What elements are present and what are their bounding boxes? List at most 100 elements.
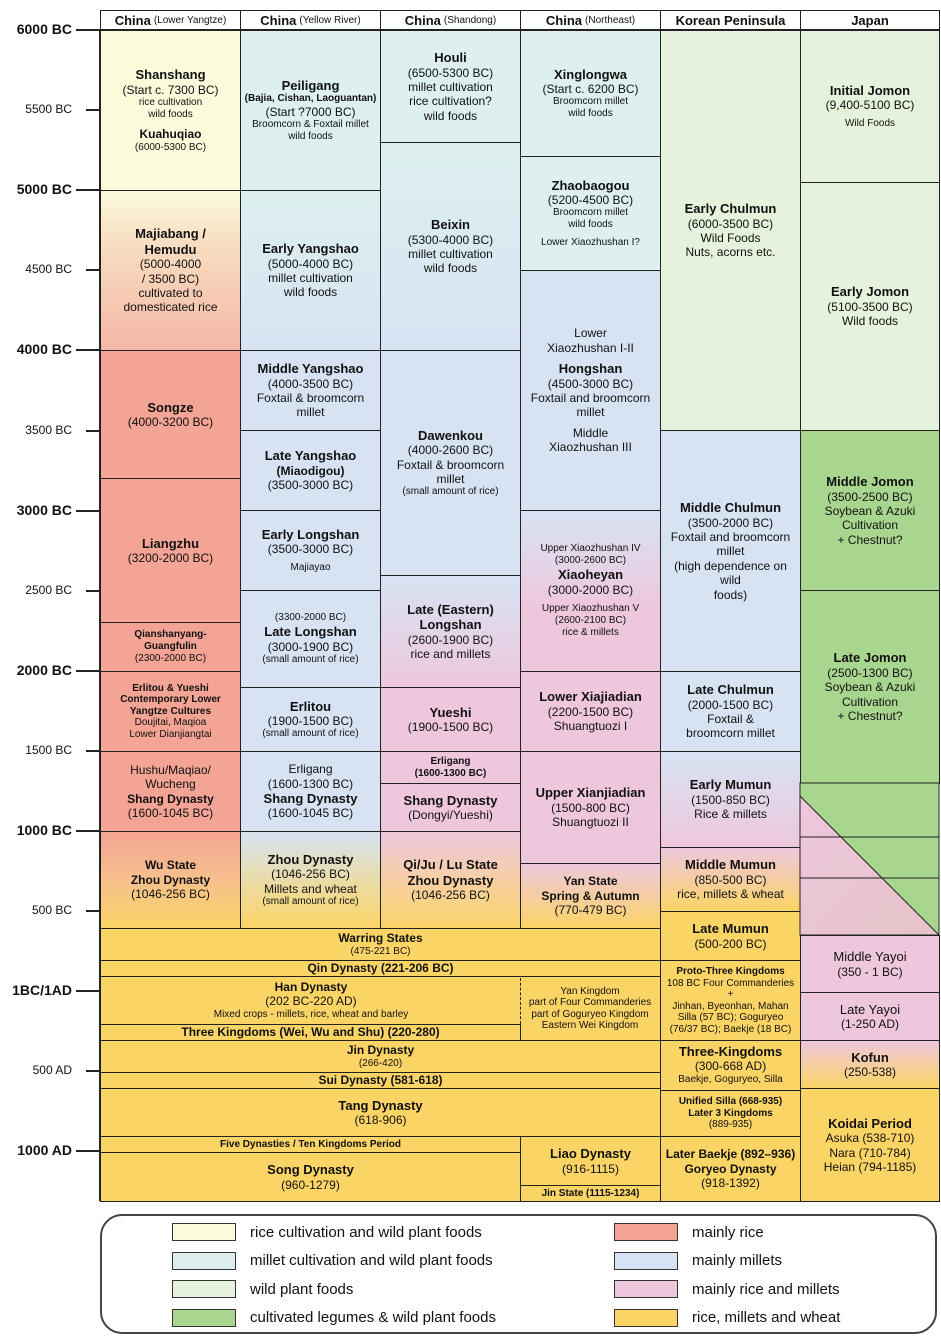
period-text: (5200-4500 BC) [547, 193, 634, 208]
period-text: Millets and wheat [264, 881, 357, 896]
transition-border [799, 782, 940, 936]
period-text: Wild Foods [700, 231, 761, 246]
period-text: Late Yayoi [839, 1001, 901, 1017]
period-text: (6000-3500 BC) [687, 216, 774, 231]
period-text: Late Yangshao [264, 448, 357, 464]
period-text: / 3500 BC) [141, 271, 200, 286]
column-header: Korean Peninsula [660, 10, 801, 30]
period-late-yangshao: Late Yangshao (Miaodigou) (3500-3000 BC) [240, 430, 381, 511]
legend-item: mainly rice [614, 1222, 764, 1242]
period-text: (3500-3000 BC) [267, 478, 354, 493]
column-header-title: Korean Peninsula [675, 12, 786, 28]
period-text: Qi/Ju / Lu State [403, 857, 498, 873]
legend-swatch [172, 1280, 236, 1298]
period-text: (high dependence on wild [674, 558, 787, 588]
period-text: part of Goguryeo Kingdom [531, 1008, 649, 1020]
column-header-title: Japan [851, 12, 889, 28]
axis-tick-label: 2500 BC [25, 582, 72, 597]
axis-tick-label: 6000 BC [16, 21, 72, 37]
axis-tick-label: 4500 BC [25, 262, 72, 277]
axis-tick-label: 3500 BC [25, 422, 72, 437]
period-text: (850-500 BC) [694, 872, 767, 887]
period-text: Foxtail & broomcorn [256, 391, 365, 406]
legend-item: rice cultivation and wild plant foods [172, 1222, 482, 1242]
period-text: (Start c. 7300 BC) [122, 82, 219, 97]
period-text: (3200-2000 BC) [127, 551, 214, 566]
period-text: (266-420) [358, 1057, 403, 1069]
column-header: China (Yellow River) [240, 10, 381, 30]
axis-tick [86, 749, 100, 752]
period-song: Song Dynasty (960-1279) [100, 1152, 521, 1202]
axis-tick [86, 910, 100, 913]
period-text: Middle Chulmun [679, 500, 782, 516]
period-text: Late (Eastern) [407, 601, 494, 617]
period-text: Xiaoheyan [557, 567, 624, 582]
period-text: (small amount of rice) [262, 728, 359, 740]
period-text: Contemporary Lower [120, 694, 221, 706]
period-text: Later Baekje (892–936) [665, 1147, 796, 1162]
period-middle-mumun: Middle Mumun (850-500 BC) rice, millets & … [660, 847, 801, 912]
legend-label: mainly rice [692, 1223, 764, 1241]
period-text: Early Mumun [689, 777, 772, 793]
period-erligang-sd: Erligang (1600-1300 BC) [380, 751, 521, 784]
period-text: Foxtail and broomcorn [670, 530, 791, 545]
period-text: (500-200 BC) [694, 936, 767, 951]
period-text: Middle Mumun [685, 857, 776, 873]
period-text: Tang Dynasty [338, 1097, 423, 1113]
period-text: Han Dynasty [274, 979, 348, 994]
period-jin-state: Jin State (1115-1234) [520, 1185, 661, 1202]
period-text: Xinglongwa [554, 66, 627, 82]
legend-item: cultivated legumes & wild plant foods [172, 1308, 496, 1328]
column-header: Japan [800, 10, 940, 30]
period-text: (2600-2100 BC) [554, 614, 627, 626]
period-erlitou-yueshi: Erlitou & Yueshi Contemporary Lower Yangtz… [100, 671, 241, 752]
period-text: (3500-3000 BC) [267, 542, 354, 557]
period-late-mumun: Late Mumun (500-200 BC) [660, 911, 801, 961]
period-text: Late Mumun [692, 921, 769, 936]
period-text: Early Jomon [830, 284, 910, 300]
period-text: foods) [713, 587, 748, 602]
period-text: Cultivation [841, 518, 899, 533]
period-text: (Start c. 6200 BC) [542, 82, 639, 97]
legend-item: mainly millets [614, 1251, 782, 1271]
column-header-title: China [260, 12, 297, 28]
period-text: Yan State [563, 874, 618, 889]
legend-label: rice, millets and wheat [692, 1309, 841, 1326]
period-text: Middle Jomon [826, 473, 914, 489]
period-goryeo: Later Baekje (892–936) Goryeo Dynasty (918… [660, 1136, 801, 1202]
column-header-region: (Shandong) [443, 14, 497, 26]
axis-tick-label: 5500 BC [25, 102, 72, 117]
legend-swatch [172, 1251, 236, 1270]
column-header-title: China [545, 12, 583, 28]
axis-tick [76, 669, 100, 672]
legend-swatch [614, 1223, 678, 1241]
period-text: (2000-1500 BC) [687, 697, 774, 712]
legend-swatch [172, 1308, 236, 1327]
legend-label: rice cultivation and wild plant foods [250, 1223, 482, 1241]
period-text: domesticated rice [123, 300, 218, 315]
period-sui: Sui Dynasty (581-618) [100, 1072, 661, 1089]
period-text: (5000-4000 BC) [267, 256, 354, 271]
period-text: Cultivation [841, 694, 899, 709]
period-text: + Chestnut? [837, 709, 903, 724]
axis-tick [76, 29, 100, 31]
legend-swatch [614, 1251, 678, 1270]
period-text: Five Dynasties / Ten Kingdoms Period [220, 1138, 401, 1150]
period-text: Three-Kingdoms [678, 1044, 783, 1060]
period-kofun: Kofun (250-538) [800, 1040, 940, 1089]
axis-tick [86, 429, 100, 432]
period-text: Late Chulmun [687, 682, 774, 698]
legend-item: mainly rice and millets [614, 1279, 840, 1299]
period-text: (1046-256 BC) [411, 888, 490, 903]
axis-tick [76, 830, 100, 832]
period-proto-three: Proto-Three Kingdoms 108 BC Four Commande… [660, 960, 801, 1041]
period-text: Unified Silla (668-935) [678, 1096, 783, 1108]
period-text: Erlitou & Yueshi [132, 682, 209, 694]
period-text: Zhou Dynasty [407, 872, 494, 888]
period-hongshan: Lower Xiaozhushan I-II Hongshan (4500-3000… [520, 270, 661, 511]
period-text: rice cultivation? [409, 94, 492, 109]
period-text: Shuangtuozi II [552, 815, 629, 830]
period-text: Early Yangshao [262, 241, 359, 257]
period-text: Upper Xiaozhushan IV [540, 543, 641, 554]
